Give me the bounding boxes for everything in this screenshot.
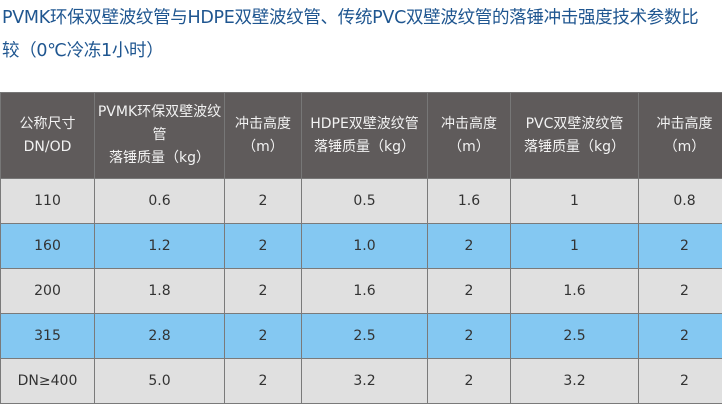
- table-cell: 3.2: [511, 359, 639, 404]
- table-cell: 1.2: [95, 224, 225, 269]
- table-cell: 2.5: [511, 314, 639, 359]
- table-cell: 3.2: [302, 359, 428, 404]
- table-cell: 0.6: [95, 179, 225, 224]
- table-cell: 1: [511, 179, 639, 224]
- table-cell: 2: [639, 269, 722, 314]
- table-cell: 2: [428, 269, 511, 314]
- table-cell: 2: [225, 359, 302, 404]
- header-pvc-height: 冲击高度（m）: [639, 93, 722, 179]
- table-cell: 2: [428, 314, 511, 359]
- table-cell: 2: [225, 269, 302, 314]
- header-hdpe-height: 冲击高度（m）: [428, 93, 511, 179]
- table-cell: 2: [639, 224, 722, 269]
- table-cell: 200: [1, 269, 95, 314]
- table-cell: 2: [225, 224, 302, 269]
- table-cell: 2: [225, 179, 302, 224]
- table-cell: 1.6: [428, 179, 511, 224]
- table-cell: 5.0: [95, 359, 225, 404]
- header-pvmk-weight: PVMK环保双壁波纹管落锤质量（kg）: [95, 93, 225, 179]
- table-cell: 1: [511, 224, 639, 269]
- table-cell: 1.6: [511, 269, 639, 314]
- table-cell: 0.8: [639, 179, 722, 224]
- header-pvmk-height: 冲击高度（m）: [225, 93, 302, 179]
- table-cell: 110: [1, 179, 95, 224]
- table-cell: 1.8: [95, 269, 225, 314]
- page-title: PVMK环保双壁波纹管与HDPE双壁波纹管、传统PVC双壁波纹管的落锤冲击强度技…: [2, 2, 722, 68]
- table-cell: 2.5: [302, 314, 428, 359]
- table-cell: 2: [428, 224, 511, 269]
- table-cell: 1.6: [302, 269, 428, 314]
- table-cell: 160: [1, 224, 95, 269]
- table-cell: DN≥400: [1, 359, 95, 404]
- table-cell: 315: [1, 314, 95, 359]
- table-cell: 1.0: [302, 224, 428, 269]
- header-pvc-weight: PVC双壁波纹管落锤质量（kg）: [511, 93, 639, 179]
- table-cell: 2.8: [95, 314, 225, 359]
- table-cell: 2: [639, 314, 722, 359]
- table-cell: 2: [428, 359, 511, 404]
- header-hdpe-weight: HDPE双壁波纹管落锤质量（kg）: [302, 93, 428, 179]
- table-cell: 0.5: [302, 179, 428, 224]
- title-line-2: 较（0℃冷冻1小时）: [2, 35, 722, 68]
- title-line-1: PVMK环保双壁波纹管与HDPE双壁波纹管、传统PVC双壁波纹管的落锤冲击强度技…: [2, 2, 722, 35]
- table-cell: 2: [639, 359, 722, 404]
- table-cell: 2: [225, 314, 302, 359]
